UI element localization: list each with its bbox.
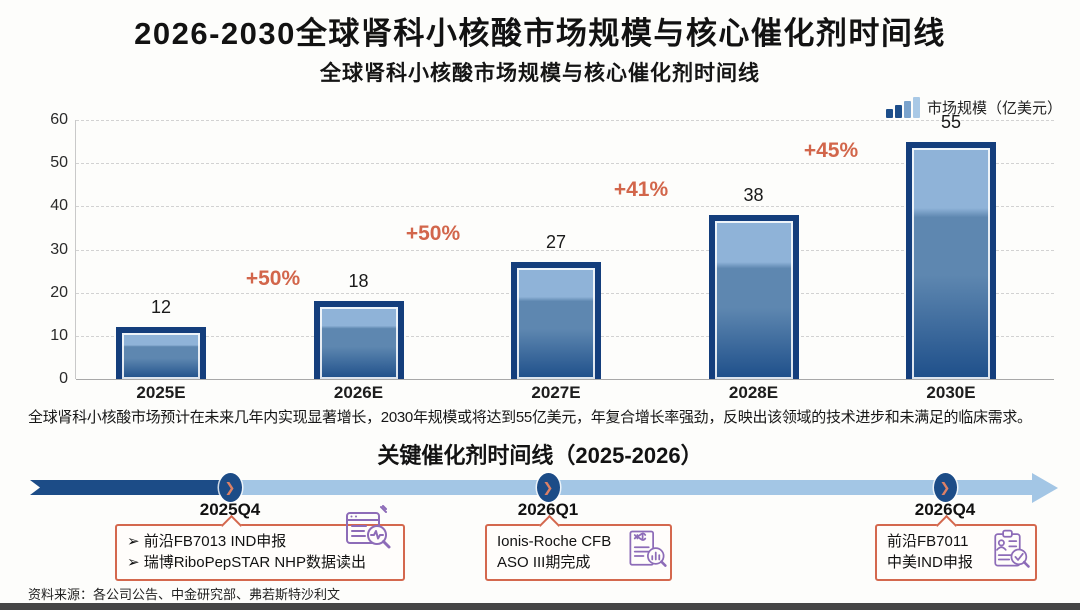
- y-tick-label: 30: [50, 240, 68, 258]
- bar-chart: 0 10 20 30 40 50 60 12 2025E 18 2026E 27 2027E 38 2028…: [50, 111, 1054, 402]
- callout-box: ➢ 前沿FB7013 IND申报 ➢ 瑞博RiboPepSTAR NHP数据读出: [115, 514, 405, 581]
- callout-item: Ionis-Roche CFB: [497, 533, 612, 550]
- bottom-strip: [0, 603, 1080, 610]
- y-tick-label: 20: [50, 283, 68, 301]
- callout-item: ASO III期完成: [497, 554, 591, 572]
- bar-2026E: [313, 301, 404, 379]
- callout-item: 中美IND申报: [887, 554, 973, 572]
- bar-2025E: [116, 327, 206, 379]
- x-axis-label: 2030E: [926, 383, 976, 402]
- callout-item: 前沿FB7011: [887, 533, 969, 550]
- gridline: [76, 163, 1054, 165]
- chevron-right-icon: ❯: [939, 479, 951, 495]
- growth-label: +41%: [613, 178, 669, 201]
- growth-label: +50%: [245, 267, 301, 290]
- timeline-marker: ❯: [218, 473, 242, 502]
- page-title: 2026-2030全球肾科小核酸市场规模与核心催化剂时间线: [134, 16, 946, 51]
- milestone-label: 2025Q4: [199, 500, 261, 519]
- milestone-label: 2026Q1: [517, 500, 579, 519]
- source-note: 资料来源：各公司公告、中金研究部、弗若斯特沙利文: [28, 587, 341, 602]
- timeline-marker: ❯: [933, 473, 957, 502]
- y-tick-label: 0: [59, 370, 68, 387]
- bar-value-label: 27: [545, 232, 567, 253]
- x-axis-label: 2028E: [728, 383, 779, 402]
- dna-report-icon: [626, 528, 668, 575]
- chart-title: 全球肾科小核酸市场规模与核心催化剂时间线: [320, 62, 760, 85]
- y-tick-label: 60: [50, 111, 68, 128]
- bar-value-label: 55: [940, 111, 962, 132]
- bar-2027E: [511, 262, 601, 379]
- timeline-title: 关键催化剂时间线（2025-2026）: [377, 443, 703, 468]
- bar-2028E: [708, 214, 799, 379]
- x-axis-label: 2027E: [531, 383, 581, 402]
- bar-value-label: 12: [150, 297, 172, 318]
- growth-label: +50%: [405, 222, 461, 245]
- callout-box: 前沿FB7011 中美IND申报: [875, 514, 1037, 581]
- bar-value-label: 38: [743, 184, 764, 205]
- timeline-marker: ❯: [536, 473, 560, 502]
- callout-item: ➢ 前沿FB7013 IND申报: [127, 533, 287, 550]
- gridline: [76, 120, 1054, 121]
- timeline-arrowhead: [1032, 472, 1058, 503]
- chevron-right-icon: ❯: [542, 479, 554, 495]
- y-tick-label: 50: [50, 154, 68, 172]
- growth-label: +45%: [803, 139, 859, 162]
- y-tick-label: 10: [50, 326, 68, 344]
- report-magnifier-icon: [344, 505, 392, 558]
- gridline: [76, 206, 1054, 208]
- y-tick-label: 40: [50, 197, 68, 215]
- milestone-label: 2026Q4: [914, 500, 976, 519]
- bar-2030E: [906, 141, 996, 379]
- callout-item: ➢ 瑞博RiboPepSTAR NHP数据读出: [127, 554, 367, 572]
- x-axis-label: 2026E: [333, 383, 384, 402]
- chart-legend: 市场规模（亿美元）: [885, 96, 1062, 118]
- x-axis-label: 2025E: [136, 383, 186, 402]
- legend-label: 市场规模（亿美元）: [926, 99, 1062, 117]
- timeline-bar-light: [235, 480, 1032, 495]
- clipboard-check-icon: [990, 528, 1032, 575]
- timeline-bar-dark: [30, 480, 235, 495]
- chevron-right-icon: ❯: [224, 479, 236, 495]
- chart-description: 全球肾科小核酸市场预计在未来几年内实现显著增长，2030年规模或将达到55亿美元…: [28, 409, 1032, 426]
- gridline: [76, 249, 1054, 251]
- bar-value-label: 18: [348, 271, 369, 292]
- bar-chart-icon: [885, 96, 920, 118]
- gridline: [76, 379, 1054, 380]
